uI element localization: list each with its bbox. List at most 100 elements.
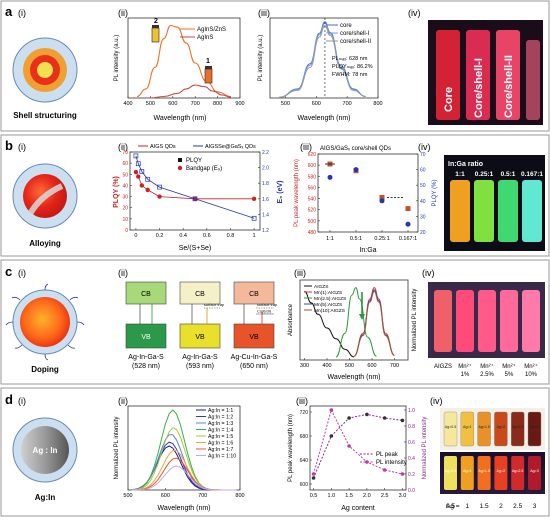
a-iii-ylabel: PL intensity (a.u.) — [258, 35, 264, 81]
a-iv-label-core: Core — [443, 87, 455, 112]
panel-d: d (i) Ag : In Ag:In (ii) 500 600 700 800 Ag… — [5, 392, 545, 512]
b-iii-ylabel-right: PLQY (%) — [432, 180, 438, 207]
b-iii-yl-tick-label: 500 — [308, 219, 317, 225]
panel-b-iv-label: (iv) — [418, 142, 431, 152]
b-ii-bandgap-point — [133, 153, 139, 159]
b-iv-label-1: 1:1 — [455, 171, 465, 178]
d-ii-x-tick-label: 800 — [235, 493, 244, 499]
d-iii-peak-point — [382, 416, 387, 420]
alloy-diagram — [12, 163, 78, 229]
b-ii-yr-tick-label: 1.2 — [262, 228, 269, 234]
c-iii-series-2 — [353, 287, 395, 357]
b-ii-yl-tick-label: 70 — [122, 150, 128, 156]
a-ii-ylabel: PL intensity (a.u.) — [114, 35, 120, 81]
b-iii-yr-tick-label: 60 — [420, 168, 426, 174]
compound-2: Ag-In-Ga-S — [182, 354, 218, 361]
b-iii-yl-tick-label: 520 — [308, 208, 317, 214]
panel-a-letter: a — [5, 4, 13, 19]
d-iv-uv-tube-label: Ag=3 — [530, 469, 539, 473]
b-ii-legend-bandgap: Bandgap (E₉) — [186, 166, 222, 172]
b-ii-plqy-point — [139, 183, 145, 188]
d-iv-day-tube-label: Ag=1 — [463, 425, 472, 429]
b-iii-x-tick-label: 0.5:1 — [350, 236, 362, 242]
a-iii-xlabel: Wavelength (nm) — [297, 115, 350, 122]
b-iii-yr-tick-label: 50 — [420, 183, 426, 189]
d-iv-day-tube-label: Ag=2.5 — [512, 425, 524, 429]
d-iii-x-tick-label: 2.5 — [381, 493, 389, 499]
a-ii-axes — [127, 17, 241, 99]
b-ii-plqy-point — [251, 196, 257, 201]
b-ii-yr-tick-label: 1.6 — [262, 197, 269, 203]
a-iii-x-tick-label: 700 — [343, 101, 352, 107]
d-iii-intensity-point — [329, 408, 334, 412]
d-iii-intensity-point — [347, 444, 351, 448]
cu-level-label: Cu(I)/(II) — [257, 310, 272, 314]
b-iii-x-tick-label: 0.167:1 — [399, 236, 417, 242]
b-ii-ylabel-left: PLQY (%) — [113, 176, 120, 208]
panel-b-caption: Alloying — [29, 239, 61, 248]
wavelength-3: (650 nm) — [240, 363, 268, 370]
d-iv-uv-tube — [494, 456, 508, 490]
compound-3: Ag-Cu-In-Ga-S — [231, 354, 278, 361]
vb-label-2: VB — [195, 334, 205, 341]
a-ii-x-tick-label: 500 — [146, 101, 155, 107]
b-ii-yr-tick-label: 1.8 — [262, 181, 269, 187]
a-ii-xlabel: Wavelength (nm) — [153, 115, 206, 122]
b-iii-x-tick-label: 0.25:1 — [374, 236, 389, 242]
d-iii-x-tick-label: 0.5 — [310, 493, 318, 499]
d-ii-ylabel: Normalized PL intensity — [114, 417, 120, 480]
b-ii-yr-tick-label: 2.0 — [262, 166, 269, 172]
c-iii-series-1 — [304, 290, 355, 358]
b-ii-bandgap-point — [139, 169, 145, 174]
d-ii-chart: 500 600 700 800 Ag:In = 1:1Ag:In = 1:2Ag:In… — [114, 405, 245, 512]
a-ii-x-tick-label: 700 — [191, 101, 200, 107]
b-iii-yl-tick-label: 620 — [308, 152, 317, 158]
d-iii-yr-tick-label: 0.4 — [408, 456, 415, 462]
b-iii-plqy-point — [379, 198, 385, 204]
d-iv-day-tube — [443, 411, 458, 447]
panel-c-iv-label: (iv) — [422, 268, 435, 278]
c-iv-label-4: Mn²⁺ — [502, 363, 516, 370]
a-iii-note-1: PLₘₐₓ: 628 nm — [332, 56, 368, 62]
panel-c-i-label: (i) — [18, 268, 26, 278]
d-iv-uv-tube — [460, 456, 474, 490]
panel-b-frame — [0, 134, 550, 257]
d-iv-ag-label: Ag = — [446, 503, 460, 510]
d-ii-legend-label: Ag:In = 1:1 — [208, 408, 233, 414]
b-ii-x-tick-label: 0.8 — [227, 233, 235, 239]
panel-c-frame — [0, 259, 550, 385]
b-ii-x-tick-label: 0.6 — [203, 233, 211, 239]
d-ii-x-tick-label: 700 — [198, 493, 207, 499]
d-iii-legend-1: PL peak — [376, 452, 399, 458]
b-iii-x-tick-label: 1:1 — [326, 236, 334, 242]
a-iv-label-shell-2: Core/shell-II — [503, 55, 515, 118]
d-ii-legend-label: Ag:In = 1:6 — [208, 441, 233, 447]
cb-label-3: CB — [249, 291, 259, 298]
b-ii-plqy-point — [157, 194, 162, 199]
a-ii-legend-1: AgInS/ZnS — [197, 27, 226, 33]
d-iii-intensity-point — [400, 472, 405, 476]
c-iii-legend-label: Mn(1):AIGZS — [314, 290, 342, 296]
compound-1: Ag-In-Ga-S — [128, 354, 164, 361]
panel-d-frame — [0, 387, 550, 517]
b-ii-bandgap-line — [135, 155, 255, 219]
c-iii-ylabel-right: Normalized PL intensity — [412, 289, 418, 352]
b-ii-x-tick-label: 1 — [253, 233, 256, 239]
a-ii-legend-2: AgInS — [197, 35, 213, 41]
a-iii-x-tick-label: 500 — [281, 101, 290, 107]
c-iii-xlabel: Wavelength (nm) — [327, 374, 380, 381]
d-iii-yr-tick-label: 1.0 — [408, 408, 415, 414]
c-iv-photo: AIGZS Mn²⁺ Mn²⁺ Mn²⁺ Mn²⁺ 1% 2.5% 5% 10% — [428, 282, 545, 378]
panel-d-letter: d — [5, 392, 13, 407]
panel-a: a (i) Shell structuring (ii) 400 500 600 70… — [5, 4, 543, 125]
c-iii-legend-label: Mn(2.5):AIGZS — [314, 296, 346, 302]
surface-trap-label-2: surface trap — [257, 303, 277, 307]
c-iv-label-5: Mn²⁺ — [524, 363, 538, 370]
b-ii-xlabel: Se/(S+Se) — [179, 245, 212, 252]
d-iii-intensity-point — [365, 460, 369, 464]
d-iv-uv-tube-label: Ag=1.5 — [478, 469, 490, 473]
d-iii-yr-tick-label: 0.6 — [408, 440, 415, 446]
panel-a-ii-label: (ii) — [118, 8, 128, 18]
d-iii-peak-point — [347, 416, 351, 420]
panel-d-iii-label: (iii) — [296, 396, 308, 406]
